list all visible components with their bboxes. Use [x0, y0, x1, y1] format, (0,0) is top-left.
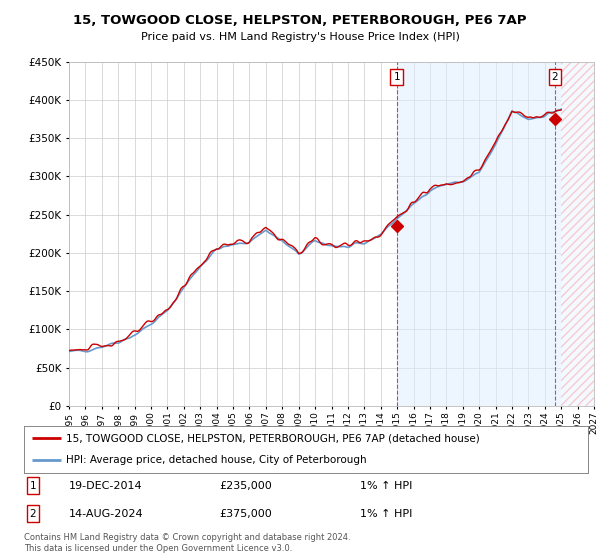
Text: 2: 2: [551, 72, 558, 82]
Bar: [397, 62, 563, 406]
Bar: [561, 62, 594, 406]
Bar: [561, 62, 594, 406]
Text: 15, TOWGOOD CLOSE, HELPSTON, PETERBOROUGH, PE6 7AP: 15, TOWGOOD CLOSE, HELPSTON, PETERBOROUG…: [73, 14, 527, 27]
Text: HPI: Average price, detached house, City of Peterborough: HPI: Average price, detached house, City…: [66, 455, 367, 465]
Text: 1: 1: [394, 72, 400, 82]
Text: £235,000: £235,000: [219, 480, 272, 491]
Text: 1% ↑ HPI: 1% ↑ HPI: [360, 480, 412, 491]
Text: 19-DEC-2014: 19-DEC-2014: [69, 480, 143, 491]
Text: 14-AUG-2024: 14-AUG-2024: [69, 508, 143, 519]
Text: 15, TOWGOOD CLOSE, HELPSTON, PETERBOROUGH, PE6 7AP (detached house): 15, TOWGOOD CLOSE, HELPSTON, PETERBOROUG…: [66, 433, 480, 444]
Text: Price paid vs. HM Land Registry's House Price Index (HPI): Price paid vs. HM Land Registry's House …: [140, 32, 460, 43]
Text: 1% ↑ HPI: 1% ↑ HPI: [360, 508, 412, 519]
Text: Contains HM Land Registry data © Crown copyright and database right 2024.
This d: Contains HM Land Registry data © Crown c…: [24, 533, 350, 553]
Text: 1: 1: [29, 480, 37, 491]
Text: £375,000: £375,000: [219, 508, 272, 519]
Text: 2: 2: [29, 508, 37, 519]
